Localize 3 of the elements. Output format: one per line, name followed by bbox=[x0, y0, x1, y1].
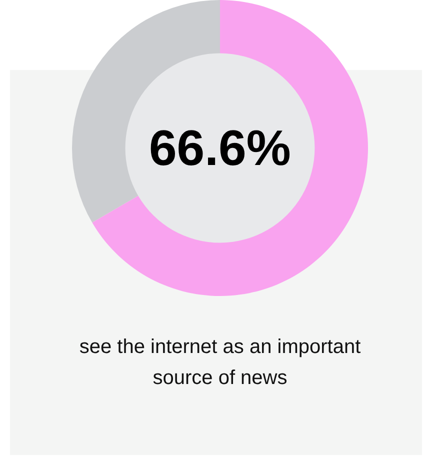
text: see the internet as an important source of news bbox=[78, 335, 362, 391]
donut-slice bbox=[92, 0, 368, 296]
text: 66.6% bbox=[149, 120, 291, 176]
